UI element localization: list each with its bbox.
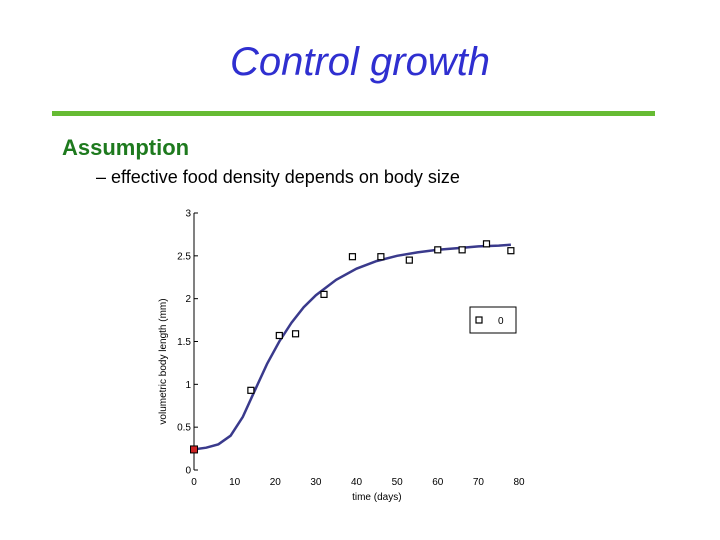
x-axis-label: time (days) [352,492,401,503]
data-point [482,240,491,248]
y-tick-label: 0.5 [177,423,191,434]
y-tick-label: 2.5 [177,251,191,262]
y-tick-label: 1 [185,380,191,391]
y-tick-label: 0 [185,466,191,477]
fitted-curve-line [193,243,511,451]
x-tick-label: 60 [432,477,444,488]
data-point [348,253,357,261]
section-heading: Assumption [62,135,190,160]
initial-data-point [190,445,198,454]
data-point [291,330,300,338]
slide-title: Control growth [229,40,491,84]
data-point [434,246,442,254]
x-tick-label: 30 [310,477,322,488]
x-tick-label: 20 [270,477,282,488]
data-point [377,253,385,261]
x-tick-label: 40 [351,477,363,488]
x-tick-label: 10 [229,477,241,488]
y-axis-label: volumetric body length (mm) [158,298,169,424]
x-tick-label: 80 [513,477,525,488]
legend-label: 0 [498,316,504,327]
legend-marker [475,316,483,324]
y-tick-label: 1.5 [177,337,191,348]
x-tick-label: 50 [392,477,404,488]
y-tick-label: 2 [185,294,191,305]
data-point [320,290,328,298]
bullet-text: – effective food density depends on body… [96,167,460,187]
data-point [247,386,255,394]
data-point [458,246,466,254]
x-tick-label: 0 [191,477,197,488]
title-divider [52,111,655,116]
data-point [275,331,283,340]
x-tick-label: 70 [473,477,485,488]
y-tick-label: 3 [185,209,191,220]
data-point [405,256,413,264]
data-point [507,247,515,255]
